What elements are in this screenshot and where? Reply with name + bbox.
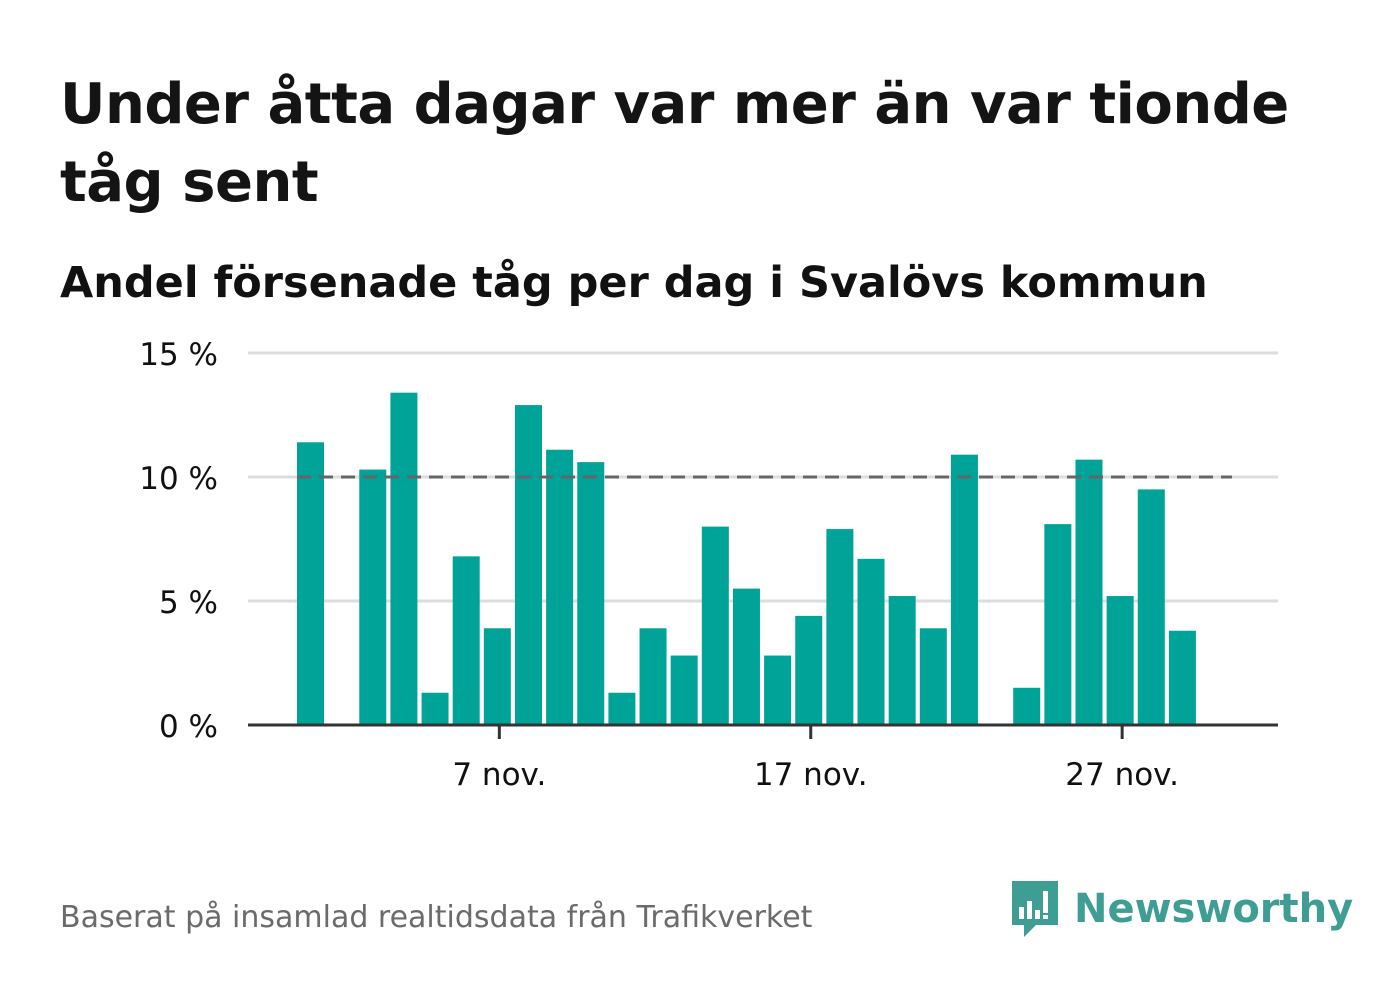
bar-chart: 0 % 5 % 10 % 15 % 7 nov. 17 nov. 27 nov.: [139, 337, 1278, 793]
bar-nov-4: [390, 392, 418, 725]
bar-nov-25: [1044, 524, 1072, 725]
bar-nov-5: [421, 692, 449, 725]
x-tick-label-27: 27 nov.: [1065, 757, 1179, 793]
bar-nov-15: [732, 588, 760, 725]
bars: [297, 392, 1196, 725]
bar-nov-17: [795, 615, 823, 725]
x-axis: [248, 723, 1278, 739]
bar-nov-21: [919, 628, 947, 725]
bar-nov-24: [1013, 687, 1041, 725]
bar-nov-7: [483, 628, 511, 725]
tick-labels: 0 % 5 % 10 % 15 % 7 nov. 17 nov. 27 nov.: [139, 337, 1179, 793]
bar-nov-3: [359, 469, 387, 725]
source-footer: Baserat på insamlad realtidsdata från Tr…: [60, 900, 813, 935]
bar-nov-12: [639, 628, 667, 725]
chart-subtitle: Andel försenade tåg per dag i Svalövs ko…: [60, 258, 1208, 308]
bar-chart-speech-bubble-icon: [1010, 879, 1060, 939]
bar-nov-29: [1168, 630, 1196, 725]
bar-nov-20: [888, 596, 916, 725]
bar-nov-22: [950, 454, 978, 725]
bar-nov-11: [608, 692, 636, 725]
chart-title: Under åtta dagar var mer än var tionde t…: [60, 72, 1289, 215]
bar-nov-14: [701, 526, 729, 725]
bar-nov-18: [826, 529, 854, 725]
logo-text: Newsworthy: [1074, 886, 1354, 932]
bar-nov-10: [577, 462, 605, 725]
bar-nov-8: [514, 405, 542, 725]
x-tick-label-7: 7 nov.: [452, 757, 546, 793]
bar-nov-26: [1075, 459, 1103, 725]
x-tick-label-17: 17 nov.: [754, 757, 868, 793]
y-tick-label-15: 15 %: [139, 337, 218, 373]
bar-nov-27: [1106, 596, 1134, 725]
bar-nov-1: [297, 442, 324, 725]
bar-nov-6: [452, 556, 480, 725]
bar-nov-9: [546, 449, 574, 725]
bar-nov-19: [857, 558, 885, 725]
y-tick-label-5: 5 %: [159, 585, 218, 621]
y-tick-label-0: 0 %: [159, 709, 218, 745]
bar-nov-13: [670, 655, 698, 725]
newsworthy-logo: Newsworthy: [1010, 878, 1353, 940]
bar-nov-16: [764, 655, 792, 725]
y-tick-label-10: 10 %: [139, 461, 218, 497]
bar-nov-28: [1137, 489, 1165, 725]
